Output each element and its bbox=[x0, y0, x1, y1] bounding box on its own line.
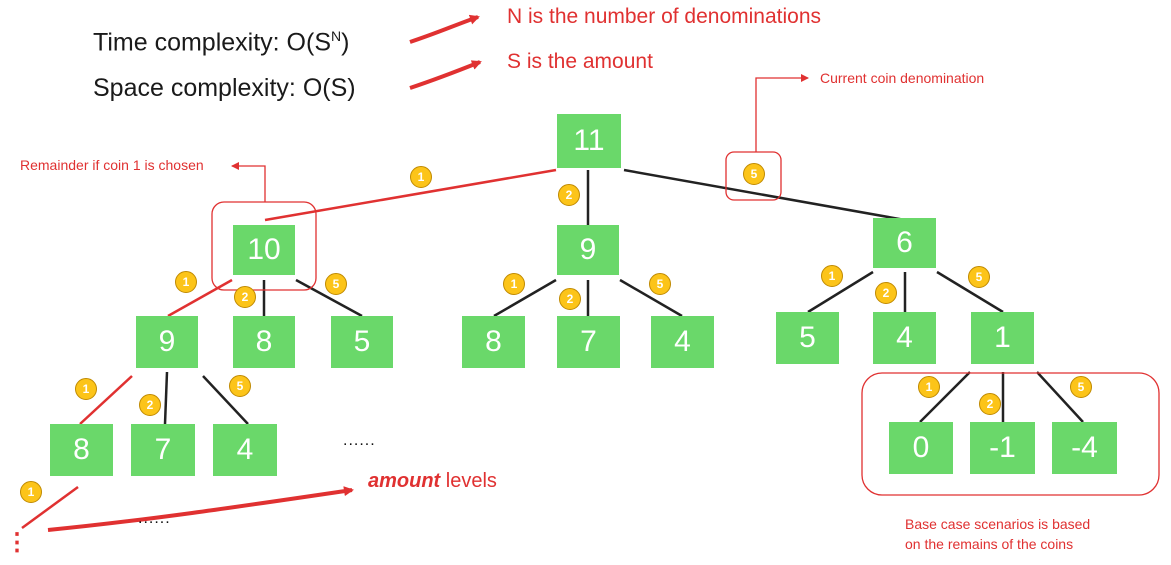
tree-node-6: 6 bbox=[873, 218, 936, 268]
tree-node-minus4: -4 bbox=[1052, 422, 1117, 474]
edge-6-to-1 bbox=[936, 270, 1004, 314]
edge-9b-to-4 bbox=[202, 375, 249, 425]
time-complexity-suffix: ) bbox=[341, 28, 350, 57]
callout-current-coin-line bbox=[755, 74, 809, 152]
tree-node-4-under-9: 4 bbox=[651, 316, 714, 368]
coin-2-icon: 2 bbox=[875, 282, 897, 304]
coin-1-icon: 1 bbox=[20, 481, 42, 503]
tree-node-9-under-10: 9 bbox=[136, 316, 198, 368]
coin-2-icon: 2 bbox=[234, 286, 256, 308]
coin-1-icon: 1 bbox=[918, 376, 940, 398]
time-complexity-prefix: Time complexity: O(S bbox=[93, 28, 332, 57]
s-definition: S is the amount bbox=[507, 50, 653, 73]
tree-node-8-under-10: 8 bbox=[233, 316, 295, 368]
time-complexity-exponent: N bbox=[331, 28, 342, 44]
edge-6-to-5 bbox=[807, 270, 874, 314]
coin-2-icon: 2 bbox=[139, 394, 161, 416]
current-coin-label: Current coin denomination bbox=[820, 70, 985, 86]
tree-node-5-under-10: 5 bbox=[331, 316, 393, 368]
edge-10-to-5 bbox=[295, 278, 363, 318]
tree-node-10: 10 bbox=[233, 225, 295, 275]
highlight-coin-5 bbox=[725, 151, 782, 201]
coin-1-icon: 1 bbox=[410, 166, 432, 188]
coin-1-icon: 1 bbox=[175, 271, 197, 293]
callout-remainder-line bbox=[231, 162, 266, 202]
amount-levels-emphasis: amount bbox=[368, 470, 441, 492]
coin-2-icon: 2 bbox=[558, 184, 580, 206]
amount-levels-label: amount levels bbox=[368, 470, 497, 493]
edge-9b-to-7 bbox=[163, 371, 169, 425]
tree-node-root: 11 bbox=[557, 114, 621, 168]
coin-5-icon: 5 bbox=[649, 273, 671, 295]
arrow-to-n-definition bbox=[409, 14, 480, 44]
highlight-node-10 bbox=[211, 201, 317, 291]
n-definition: N is the number of denominations bbox=[507, 5, 822, 28]
edge-root-to-10 bbox=[264, 168, 557, 222]
coin-5-icon: 5 bbox=[743, 163, 765, 185]
tree-node-7-under-9: 7 bbox=[557, 316, 620, 368]
base-case-line2: on the remains of the coins bbox=[905, 536, 1074, 552]
coin-5-icon: 5 bbox=[229, 375, 251, 397]
edge-10-to-9 bbox=[167, 278, 233, 318]
remainder-label: Remainder if coin 1 is chosen bbox=[20, 157, 204, 173]
amount-levels-rest: levels bbox=[440, 470, 497, 492]
base-case-line1: Base case scenarios is based bbox=[905, 516, 1091, 532]
tree-node-0: 0 bbox=[889, 422, 953, 474]
ellipsis-bottom: ...... bbox=[138, 510, 171, 527]
tree-node-4-deep: 4 bbox=[213, 424, 277, 476]
edge-1-to-0 bbox=[919, 371, 971, 423]
vertical-ellipsis: ⋮ bbox=[5, 529, 29, 556]
edge-root-to-6 bbox=[623, 168, 906, 222]
edge-9-to-4 bbox=[619, 278, 683, 318]
coin-5-icon: 5 bbox=[325, 273, 347, 295]
tree-node-9: 9 bbox=[557, 225, 619, 275]
ellipsis-level3: ...... bbox=[343, 432, 376, 449]
coin-1-icon: 1 bbox=[503, 273, 525, 295]
coin-1-icon: 1 bbox=[821, 265, 843, 287]
edge-9-to-8 bbox=[493, 278, 557, 318]
tree-node-8-deep: 8 bbox=[50, 424, 113, 476]
tree-node-minus1: -1 bbox=[970, 422, 1035, 474]
tree-node-8-under-9: 8 bbox=[462, 316, 525, 368]
coin-2-icon: 2 bbox=[559, 288, 581, 310]
time-complexity: Time complexity: O(SN) bbox=[93, 28, 349, 57]
tree-node-1-under-6: 1 bbox=[971, 312, 1034, 364]
tree-node-4-under-6: 4 bbox=[873, 312, 936, 364]
edge-1-to-minus4 bbox=[1036, 371, 1084, 423]
arrow-amount-levels bbox=[47, 486, 354, 532]
coin-2-icon: 2 bbox=[979, 393, 1001, 415]
coin-5-icon: 5 bbox=[968, 266, 990, 288]
edge-8-to-next bbox=[21, 485, 79, 530]
highlight-base-case bbox=[861, 372, 1160, 496]
arrow-to-s-definition bbox=[409, 60, 482, 90]
tree-node-7-deep: 7 bbox=[131, 424, 195, 476]
coin-5-icon: 5 bbox=[1070, 376, 1092, 398]
edge-9b-to-8 bbox=[79, 375, 133, 425]
coin-1-icon: 1 bbox=[75, 378, 97, 400]
space-complexity: Space complexity: O(S) bbox=[93, 74, 356, 102]
tree-node-5-under-6: 5 bbox=[776, 312, 839, 364]
